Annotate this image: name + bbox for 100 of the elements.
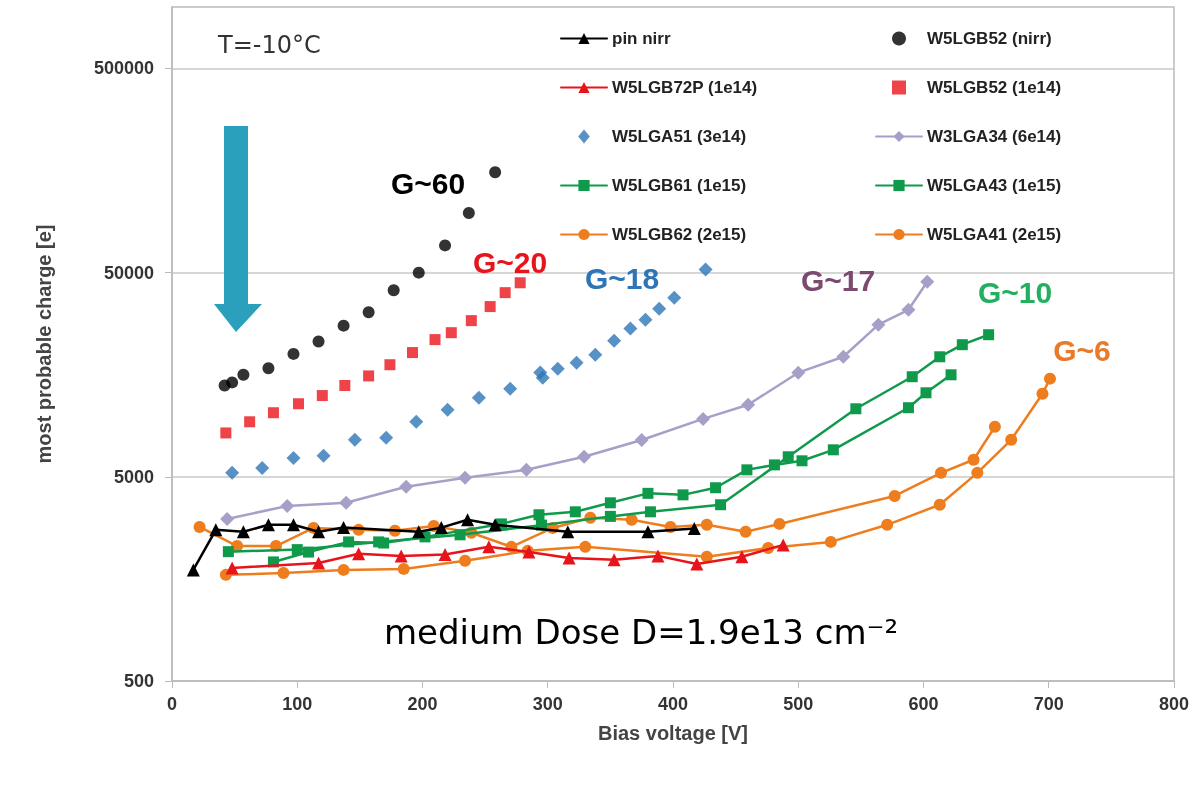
point (347, 432, 362, 447)
point (988, 420, 1001, 433)
point (225, 465, 240, 480)
point (445, 327, 457, 339)
point (652, 301, 667, 316)
annotation: G~20 (472, 245, 548, 279)
point (429, 334, 441, 346)
legend-label: W5LGB52 (1e14) (927, 78, 1062, 97)
point (316, 448, 331, 463)
point (209, 523, 223, 537)
point (641, 525, 655, 539)
point (901, 302, 916, 317)
annotation: G~60 (390, 166, 466, 200)
point (935, 466, 948, 479)
point (471, 390, 486, 405)
point (700, 518, 713, 531)
point (607, 553, 621, 567)
point (569, 506, 581, 518)
legend-label: W3LGA34 (6e14) (927, 127, 1062, 146)
point (700, 550, 713, 563)
y-tick-label: 5000 (113, 466, 154, 487)
point (438, 548, 452, 562)
point (339, 495, 354, 510)
point (836, 349, 851, 364)
point (225, 561, 239, 575)
point (920, 387, 932, 399)
point (316, 390, 328, 402)
point (488, 518, 502, 532)
point (698, 262, 713, 277)
point (881, 518, 894, 531)
point (588, 347, 603, 362)
legend-label: W5LGB61 (1e15) (612, 176, 747, 195)
point (644, 506, 656, 518)
annotation: G~17 (800, 263, 876, 297)
point (902, 402, 914, 414)
point (303, 546, 315, 558)
x-tick-label: 500 (783, 694, 814, 714)
point (236, 525, 250, 539)
annotation: G~10 (977, 275, 1053, 309)
legend-label: W5LGA43 (1e15) (927, 176, 1062, 195)
point (462, 206, 475, 219)
legend-label: W5LGB52 (nirr) (927, 29, 1052, 48)
point (379, 430, 394, 445)
annotation: G~6 (1053, 333, 1111, 367)
point (827, 444, 839, 456)
point (237, 368, 250, 381)
point (337, 521, 351, 535)
point (604, 510, 616, 522)
point (1044, 372, 1056, 385)
x-tick-label: 100 (282, 694, 313, 714)
point (735, 550, 749, 564)
point (625, 513, 638, 526)
point (715, 499, 727, 511)
y-tick-label: 500 (123, 671, 154, 691)
point (1005, 433, 1018, 446)
y-tick-label: 500000 (93, 58, 154, 79)
point (277, 567, 290, 579)
point (439, 239, 452, 252)
point (956, 339, 968, 351)
point (412, 525, 426, 539)
legend-label: W5LGB62 (2e15) (612, 225, 747, 244)
legend-label: W5LGA51 (3e14) (612, 127, 747, 146)
point (394, 549, 408, 563)
point (519, 462, 534, 477)
point (244, 416, 256, 428)
point (193, 520, 206, 533)
point (312, 335, 325, 348)
point (871, 317, 886, 332)
point (945, 369, 957, 381)
point (220, 427, 232, 439)
point (562, 551, 576, 565)
point (412, 266, 425, 279)
point (773, 517, 786, 530)
point (226, 376, 239, 389)
point (638, 312, 653, 327)
point (399, 479, 414, 494)
point (933, 498, 946, 511)
point (533, 509, 545, 521)
point (577, 449, 592, 464)
point (363, 370, 375, 382)
point (607, 333, 622, 348)
x-tick-label: 700 (1033, 694, 1064, 714)
point (312, 525, 326, 539)
point (489, 166, 502, 179)
point (651, 549, 665, 563)
point (312, 556, 326, 570)
point (339, 380, 351, 392)
point (459, 554, 472, 567)
point (384, 359, 396, 371)
x-tick-label: 300 (532, 694, 563, 714)
x-tick-label: 200 (407, 694, 438, 714)
point (514, 277, 526, 289)
point (667, 290, 682, 305)
point (550, 361, 565, 376)
point (280, 498, 295, 513)
point (397, 562, 410, 575)
x-tick-label: 800 (1158, 694, 1190, 714)
x-tick-label: 600 (908, 694, 939, 714)
point (337, 319, 350, 332)
point (362, 306, 375, 319)
